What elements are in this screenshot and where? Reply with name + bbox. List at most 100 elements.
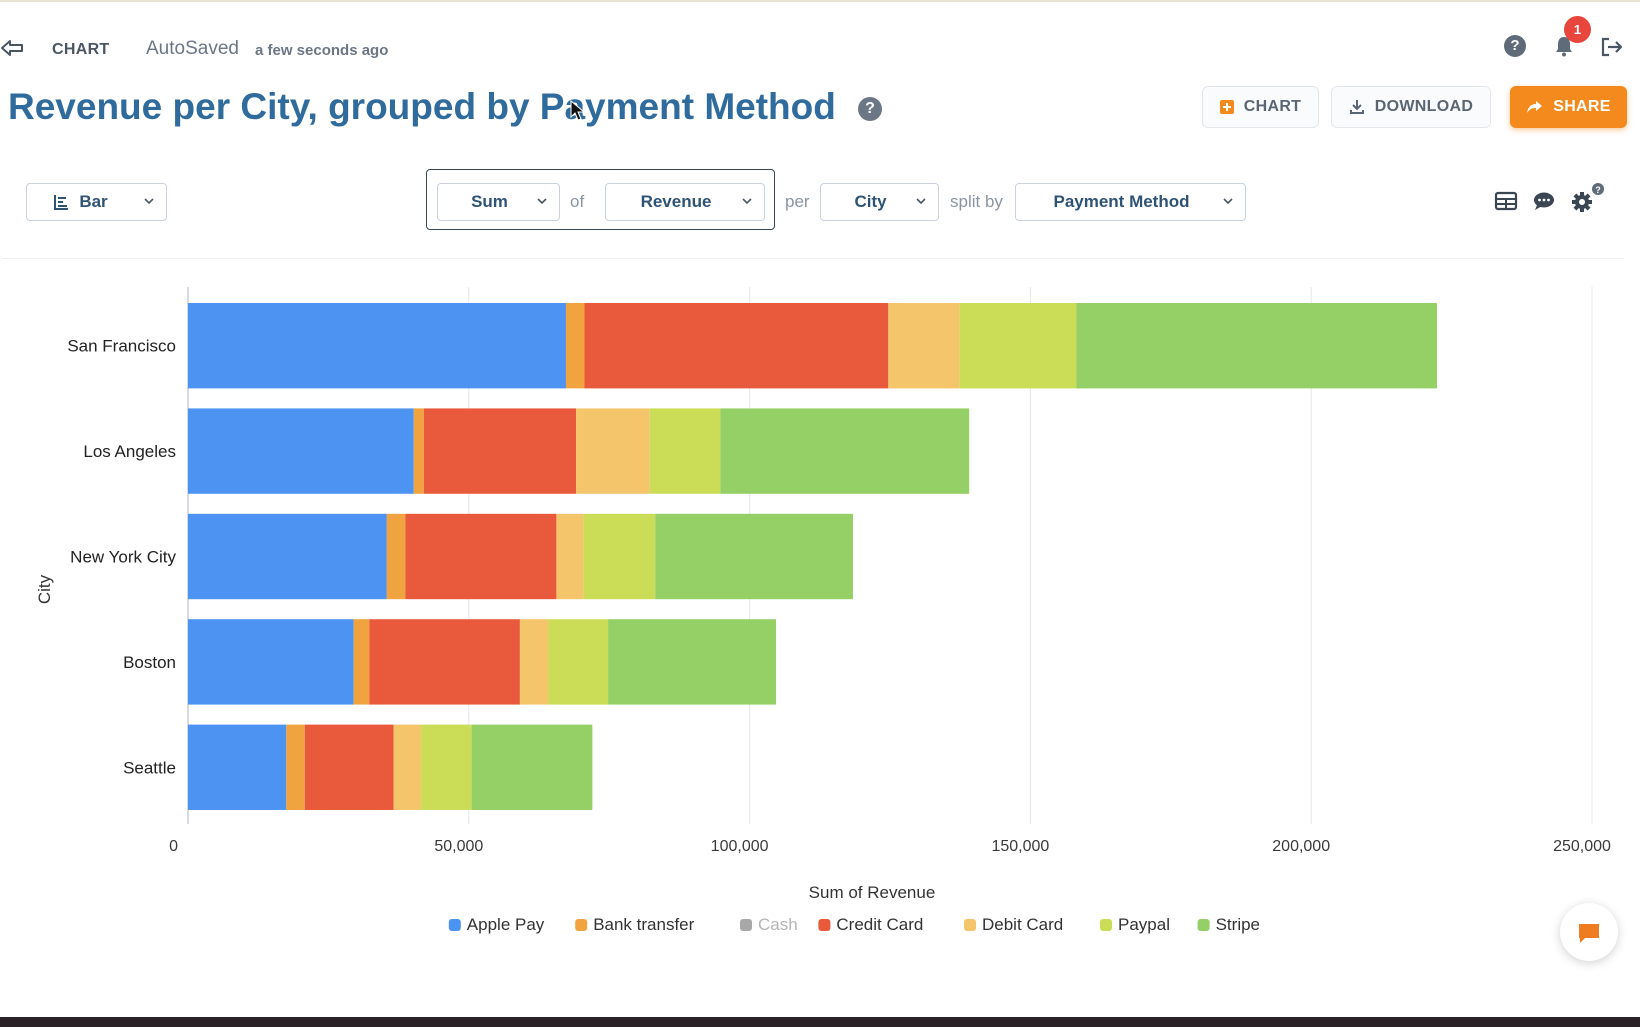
- chart-type-select[interactable]: Bar: [26, 183, 167, 221]
- page-title: Revenue per City, grouped by Payment Met…: [8, 86, 836, 127]
- legend-swatch: [575, 919, 588, 931]
- autosave-status: AutoSaved: [146, 38, 239, 59]
- bar-segment: [959, 303, 1077, 389]
- legend-swatch: [818, 919, 831, 931]
- per-text: per: [785, 192, 810, 211]
- bar-segment: [471, 724, 593, 810]
- plus-square-icon: [1219, 100, 1234, 114]
- y-tick-label: San Francisco: [67, 337, 176, 356]
- y-tick-label: Boston: [123, 653, 176, 672]
- legend-label: Apple Pay: [467, 915, 545, 934]
- bar-segment: [576, 408, 650, 494]
- legend-label: Bank transfer: [593, 915, 694, 934]
- dimension-select[interactable]: City: [820, 183, 939, 221]
- bar-chart-icon: [54, 195, 69, 210]
- breadcrumb[interactable]: CHART: [52, 41, 110, 58]
- mouse-cursor-icon: [570, 100, 586, 121]
- chevron-down-icon: [537, 198, 547, 205]
- split-by-text: split by: [950, 192, 1003, 211]
- legend-swatch: [1100, 919, 1112, 931]
- bar-segment: [584, 303, 889, 389]
- bar-segment: [649, 408, 721, 494]
- download-icon: [1349, 100, 1364, 114]
- bell-icon[interactable]: [1552, 34, 1576, 58]
- svg-text:?: ?: [1595, 185, 1601, 195]
- split-dimension-select[interactable]: Payment Method: [1015, 183, 1246, 221]
- title-help-icon[interactable]: ?: [858, 97, 882, 121]
- bar-segment: [369, 619, 520, 705]
- bar-segment: [405, 513, 557, 600]
- of-text: of: [570, 192, 585, 211]
- bar-segment: [188, 303, 566, 389]
- y-tick-label: Seattle: [123, 758, 176, 777]
- x-tick-label: 0: [169, 838, 178, 855]
- bottom-edge: [0, 1017, 1640, 1027]
- y-axis-title: City: [35, 574, 54, 604]
- logout-icon[interactable]: [1600, 36, 1624, 58]
- bar-segment: [413, 408, 424, 494]
- legend-label: Paypal: [1118, 915, 1170, 934]
- chat-widget-button[interactable]: [1560, 903, 1618, 961]
- bar-segment: [188, 619, 354, 705]
- download-button[interactable]: DOWNLOAD: [1331, 86, 1491, 128]
- add-chart-button[interactable]: CHART: [1202, 86, 1319, 128]
- x-tick-label: 150,000: [991, 838, 1049, 855]
- download-label: DOWNLOAD: [1374, 98, 1474, 115]
- measure-label: Revenue: [640, 192, 712, 211]
- legend-label: Credit Card: [836, 915, 923, 934]
- share-button[interactable]: SHARE: [1510, 86, 1627, 128]
- top-border: [0, 0, 1640, 2]
- y-tick-label: New York City: [70, 548, 176, 567]
- x-axis-title: Sum of Revenue: [809, 883, 936, 902]
- notification-badge: 1: [1564, 16, 1591, 43]
- legend-label: Debit Card: [982, 915, 1063, 934]
- split-dimension-label: Payment Method: [1053, 192, 1190, 211]
- bar-segment: [188, 513, 387, 600]
- bar-segment: [548, 619, 609, 705]
- gear-icon[interactable]: ?: [1570, 182, 1606, 214]
- y-tick-label: Los Angeles: [83, 442, 176, 461]
- x-tick-label: 100,000: [711, 838, 769, 855]
- add-chart-label: CHART: [1243, 98, 1302, 115]
- chart-config-toolbar: Bar Sum of Revenue per City split by Pay…: [0, 150, 1640, 254]
- legend-swatch: [1197, 919, 1210, 931]
- aggregation-label: Sum: [471, 192, 508, 211]
- bar-segment: [188, 724, 287, 810]
- chat-icon: [1579, 924, 1599, 943]
- back-arrow-icon[interactable]: [0, 36, 26, 60]
- bar-segment: [304, 724, 394, 810]
- bar-segment: [386, 513, 406, 600]
- dimension-label: City: [854, 192, 887, 211]
- bar-segment: [720, 408, 970, 494]
- bar-segment: [421, 724, 472, 810]
- bar-segment: [393, 724, 422, 810]
- legend-label: Stripe: [1216, 915, 1260, 934]
- table-icon[interactable]: [1494, 190, 1518, 212]
- autosave-time: a few seconds ago: [255, 42, 389, 59]
- measure-select[interactable]: Revenue: [605, 183, 765, 221]
- help-icon[interactable]: ?: [1504, 35, 1526, 57]
- chevron-down-icon: [144, 198, 154, 205]
- chart-panel: 0 50,000 100,000 150,000 200,000 250,000 San F…: [2, 258, 1624, 993]
- bar-segment: [888, 303, 960, 389]
- x-tick-label: 250,000: [1553, 838, 1611, 855]
- share-label: SHARE: [1553, 98, 1611, 115]
- metric-group: [426, 169, 775, 230]
- bar-segment: [286, 724, 305, 810]
- aggregation-select[interactable]: Sum: [437, 183, 560, 221]
- legend-swatch: [964, 919, 976, 931]
- chevron-down-icon: [742, 198, 752, 205]
- chevron-down-icon: [916, 198, 926, 205]
- legend-label: Cash: [758, 915, 798, 934]
- legend-swatch: [740, 919, 752, 931]
- bar-segment: [556, 513, 584, 600]
- bar-segment: [519, 619, 549, 705]
- chart-type-label: Bar: [79, 192, 108, 211]
- bar-segment: [353, 619, 370, 705]
- comment-icon[interactable]: [1532, 190, 1556, 212]
- bar-segment: [1076, 303, 1437, 389]
- share-icon: [1527, 101, 1543, 113]
- bar-segment: [655, 513, 853, 600]
- bar-segment: [608, 619, 776, 705]
- stacked-bar-chart: 0 50,000 100,000 150,000 200,000 250,000 San F…: [35, 287, 1611, 934]
